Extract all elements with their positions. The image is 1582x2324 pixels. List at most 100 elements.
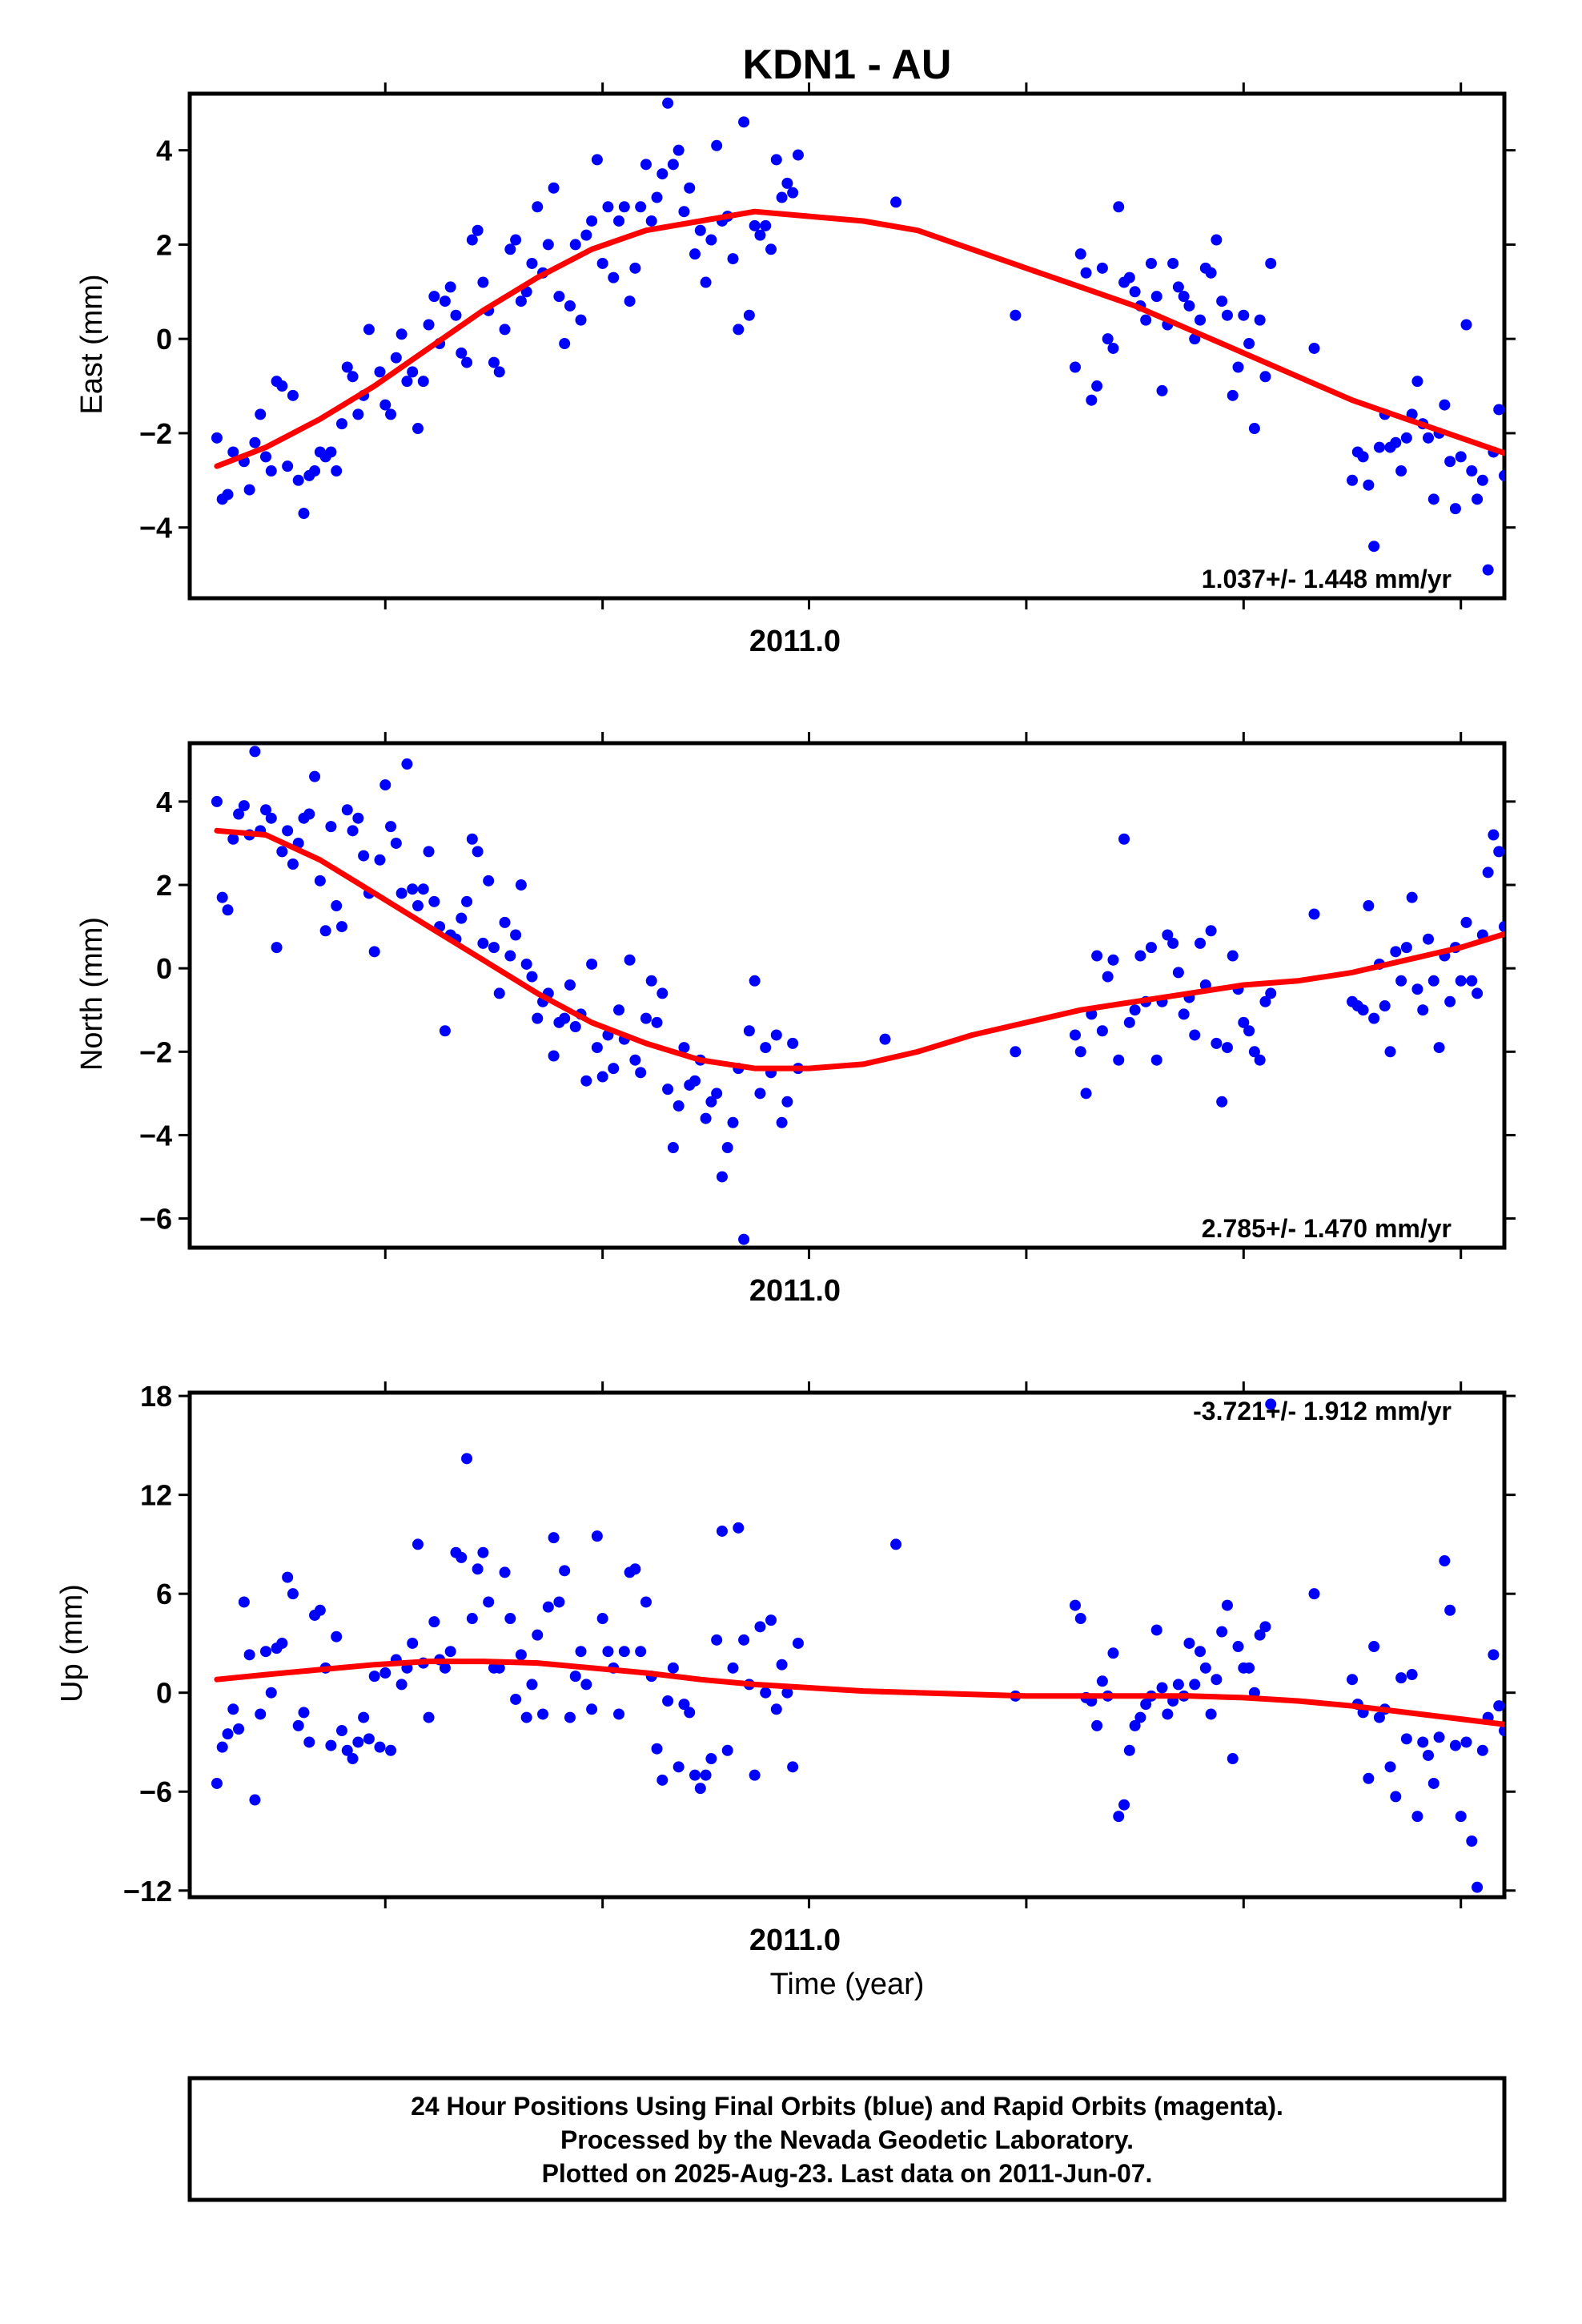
east-data-point (580, 229, 592, 241)
up-data-point (1227, 1753, 1239, 1765)
north-data-point (287, 858, 299, 870)
north-data-point (749, 975, 761, 987)
east-data-point (510, 234, 522, 246)
up-data-point (716, 1525, 728, 1537)
east-data-point (1439, 399, 1451, 411)
up-data-point (651, 1743, 663, 1755)
east-data-point (347, 371, 359, 383)
up-data-point (1195, 1646, 1207, 1658)
east-data-point (776, 191, 788, 203)
up-data-point (1216, 1626, 1228, 1638)
east-data-point (287, 389, 299, 401)
up-data-point (569, 1671, 581, 1683)
east-data-point (1096, 262, 1108, 274)
east-ytick-label: 2 (156, 228, 172, 261)
north-data-point (477, 937, 489, 949)
up-data-point (1205, 1708, 1217, 1720)
up-data-point (760, 1687, 772, 1699)
up-data-point (1368, 1641, 1380, 1653)
north-data-point (613, 1004, 625, 1016)
east-data-point (1243, 338, 1255, 350)
up-data-point (216, 1741, 228, 1753)
east-data-point (1363, 479, 1375, 491)
caption-line-3: Plotted on 2025-Aug-23. Last data on 201… (542, 2159, 1153, 2188)
north-data-point (493, 987, 505, 999)
north-data-point (1466, 975, 1478, 987)
east-data-point (1189, 333, 1201, 345)
east-data-point (211, 432, 223, 444)
north-data-point (461, 895, 473, 907)
east-data-point (282, 460, 294, 472)
east-data-point (1248, 423, 1260, 435)
east-data-point (444, 281, 456, 293)
up-data-point (705, 1753, 717, 1765)
up-data-point (303, 1736, 315, 1748)
up-data-point (1406, 1669, 1418, 1681)
north-data-point (548, 1050, 560, 1062)
north-data-point (1308, 908, 1320, 920)
up-data-point (694, 1783, 706, 1795)
north-data-point (510, 929, 522, 941)
east-data-point (553, 291, 565, 303)
north-data-point (428, 895, 440, 907)
east-data-point (407, 366, 419, 378)
north-data-point (222, 904, 234, 916)
north-data-point (1265, 987, 1277, 999)
east-data-point (1423, 432, 1435, 444)
north-data-point (271, 942, 283, 954)
north-data-point (417, 883, 429, 895)
east-data-point (325, 446, 337, 458)
chart-title: KDN1 - AU (743, 42, 952, 88)
up-data-point (477, 1546, 489, 1558)
up-data-point (781, 1687, 793, 1699)
up-data-point (1265, 1398, 1277, 1410)
east-data-point (559, 338, 571, 350)
east-data-point (792, 149, 804, 161)
north-data-point (586, 958, 598, 970)
up-data-point (1074, 1613, 1086, 1625)
up-data-point (738, 1634, 750, 1646)
east-data-point (645, 215, 657, 227)
up-data-point (1417, 1736, 1429, 1748)
up-data-point (532, 1629, 544, 1641)
up-data-point (259, 1646, 271, 1658)
east-data-point (243, 484, 255, 496)
north-data-point (368, 946, 380, 958)
up-data-point (412, 1538, 424, 1550)
north-data-point (249, 746, 261, 758)
east-data-point (667, 159, 679, 171)
east-data-point (255, 408, 267, 420)
north-data-point (596, 1071, 608, 1083)
panel-east: East (mm) 2011.0 1.037+/- 1.448 mm/yr 4 2… (75, 82, 1516, 658)
north-data-point (1390, 946, 1402, 958)
north-data-point (879, 1033, 891, 1045)
up-data-point (1308, 1588, 1320, 1600)
up-data-point (335, 1725, 347, 1737)
east-data-point (694, 224, 706, 236)
east-data-point (385, 408, 397, 420)
north-data-point (776, 1116, 788, 1128)
east-data-point (390, 352, 402, 364)
up-data-point (1384, 1761, 1396, 1773)
north-data-point (667, 1142, 679, 1154)
ylabel-up: Up (mm) (55, 1584, 89, 1703)
east-data-point (1113, 201, 1125, 213)
east-data-point (1145, 257, 1157, 269)
up-data-point (1183, 1637, 1195, 1649)
north-data-point (678, 1042, 690, 1054)
up-data-point (1113, 1811, 1125, 1823)
east-data-point (1167, 257, 1179, 269)
north-data-point (439, 1025, 451, 1037)
up-data-point (548, 1532, 560, 1544)
east-data-point (787, 187, 799, 199)
up-data-point (640, 1596, 652, 1608)
up-data-point (792, 1637, 804, 1649)
up-data-point (700, 1769, 712, 1781)
east-data-point (1476, 474, 1488, 486)
east-data-point (1091, 380, 1103, 392)
up-data-point (559, 1565, 571, 1577)
up-data-point (1373, 1711, 1385, 1723)
up-data-point (347, 1753, 359, 1765)
up-data-point (1439, 1555, 1451, 1566)
up-data-point (358, 1711, 370, 1723)
